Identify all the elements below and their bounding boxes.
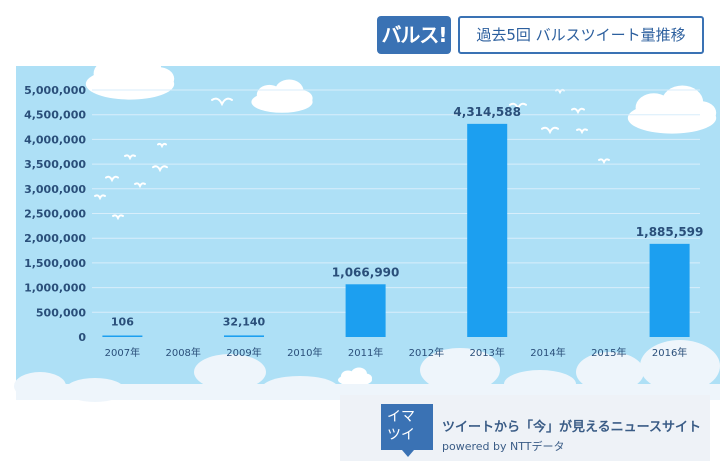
cloud-puff — [360, 373, 372, 383]
y-tick-label: 5,000,000 — [24, 84, 86, 97]
bar — [345, 284, 386, 337]
seagull-icon — [541, 126, 559, 135]
seagull-icon — [157, 142, 167, 149]
bar — [102, 335, 143, 337]
x-tick-label: 2009年 — [226, 346, 261, 359]
x-tick-label: 2011年 — [348, 346, 383, 359]
balse-badge: バルス! — [377, 16, 451, 54]
seagull-flock — [94, 88, 610, 221]
x-tick-label: 2012年 — [409, 346, 444, 359]
cloud-bank-puff — [504, 370, 576, 398]
bar-value-label: 32,140 — [223, 315, 266, 328]
x-tick-label: 2015年 — [591, 346, 626, 359]
imatsui-logo: イマ ツイ — [381, 404, 433, 450]
bar-value-label: 106 — [111, 316, 134, 329]
cloud-bottom-small — [338, 367, 372, 386]
cloud-puff — [291, 90, 313, 107]
bar — [649, 243, 690, 337]
y-tick-label: 4,000,000 — [24, 133, 86, 146]
cloud-bank-puff — [262, 376, 338, 400]
logo-line-2: ツイ — [387, 427, 415, 443]
cloud-bank-puff — [576, 352, 644, 392]
seagull-icon — [571, 107, 585, 115]
seagull-icon — [598, 158, 610, 165]
x-tick-label: 2008年 — [165, 346, 200, 359]
bar-value-label: 1,066,990 — [332, 265, 400, 279]
y-tick-label: 2,000,000 — [24, 232, 86, 245]
cloud-bank-puff — [65, 378, 125, 402]
seagull-icon — [124, 154, 136, 161]
cloud-bank-puff — [420, 348, 500, 392]
cloud-bank-puff — [640, 340, 720, 392]
y-tick-label: 500,000 — [36, 306, 86, 319]
sky-background — [16, 66, 720, 400]
y-tick-label: 4,500,000 — [24, 109, 86, 122]
seagull-icon — [105, 175, 119, 183]
logo-line-1: イマ — [387, 409, 415, 425]
logo-speech-tail — [402, 450, 414, 457]
x-tick-label: 2013年 — [469, 346, 504, 359]
cloud-top-right — [627, 85, 717, 134]
footer-tagline: ツイートから「今」が見えるニュースサイト — [442, 420, 701, 435]
cloud-bank-puff — [14, 372, 66, 400]
bar — [224, 335, 264, 337]
seagull-icon — [211, 97, 233, 107]
cloud-puff — [685, 101, 717, 125]
cloud-bank-puff — [194, 354, 266, 390]
seagull-icon — [152, 165, 168, 173]
x-tick-label: 2010年 — [287, 346, 322, 359]
y-tick-label: 0 — [78, 331, 86, 344]
chart-title: 過去5回 バルスツイート量推移 — [458, 16, 704, 54]
footer-powered-by: powered by NTTデータ — [442, 440, 565, 453]
seagull-icon — [509, 102, 527, 111]
cloud-top-mid — [251, 79, 313, 113]
cloud-top-left — [85, 51, 175, 100]
y-tick-label: 3,500,000 — [24, 158, 86, 171]
x-tick-label: 2014年 — [530, 346, 565, 359]
x-tick-label: 2007年 — [105, 346, 140, 359]
y-tick-label: 1,500,000 — [24, 257, 86, 270]
bar — [467, 123, 508, 338]
bar-value-label: 1,885,599 — [636, 225, 704, 239]
y-tick-label: 3,000,000 — [24, 183, 86, 196]
seagull-icon — [94, 194, 106, 201]
seagull-icon — [134, 182, 146, 189]
y-tick-label: 1,000,000 — [24, 282, 86, 295]
y-tick-label: 2,500,000 — [24, 208, 86, 221]
x-tick-label: 2016年 — [652, 346, 687, 359]
seagull-icon — [112, 214, 124, 221]
bar-value-label: 4,314,588 — [453, 105, 521, 119]
seagull-icon — [576, 128, 588, 135]
cloud-puff — [143, 67, 175, 91]
